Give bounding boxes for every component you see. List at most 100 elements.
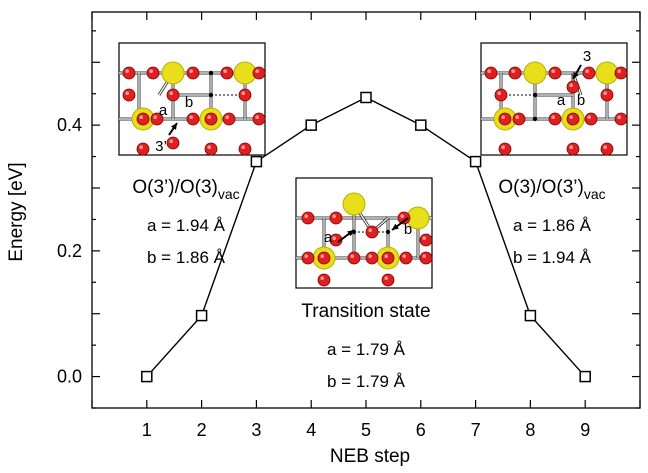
inset-label: 3	[583, 48, 591, 65]
vacancy-dot	[532, 92, 538, 98]
inset-label: 3’	[155, 138, 167, 155]
small-atom	[365, 251, 379, 265]
atom-shine	[569, 145, 573, 149]
small-atom	[238, 142, 252, 156]
inset-label: a	[159, 102, 168, 119]
data-point	[469, 155, 482, 168]
small-atom	[582, 66, 596, 80]
atom-shine	[169, 139, 173, 143]
small-atom	[494, 88, 508, 102]
atom-shine	[223, 69, 227, 73]
small-atom	[252, 112, 266, 126]
small-atom	[317, 251, 331, 265]
small-atom	[484, 66, 498, 80]
atom-shine	[304, 214, 308, 218]
x-tick-label: 8	[525, 420, 535, 440]
small-atom	[301, 211, 315, 225]
atom-shine	[153, 115, 157, 119]
small-atom	[584, 112, 598, 126]
small-atom	[136, 112, 150, 126]
atom-shine	[368, 228, 372, 232]
data-point	[195, 309, 208, 322]
state-name: Transition state	[301, 301, 430, 322]
small-atom	[204, 112, 218, 126]
state-name-main: O(3’)/O(3)	[132, 177, 218, 198]
data-point	[524, 309, 537, 322]
large-atom	[342, 192, 366, 216]
small-atom	[186, 66, 200, 80]
bond-length-b: b = 1.79 Å	[327, 372, 406, 391]
small-atom	[419, 251, 433, 265]
atom-shine	[515, 115, 519, 119]
inset-label: b	[577, 92, 585, 109]
atom-shine	[320, 276, 324, 280]
small-atom	[498, 142, 512, 156]
atom-shine	[511, 69, 515, 73]
atom-shine	[125, 69, 129, 73]
atom-shine	[207, 145, 211, 149]
x-tick-label: 3	[251, 420, 261, 440]
atom-shine	[189, 69, 193, 73]
atom-shine	[569, 83, 573, 87]
atom-shine	[207, 115, 211, 119]
atom-shine	[332, 236, 336, 240]
atom-shine	[241, 145, 245, 149]
x-tick-label: 2	[197, 420, 207, 440]
small-atom	[399, 251, 413, 265]
data-point	[579, 370, 591, 383]
small-atom	[166, 136, 180, 150]
small-atom	[614, 112, 628, 126]
small-atom	[419, 233, 433, 247]
data-point	[141, 370, 153, 383]
atom-shine	[422, 254, 426, 258]
arrow-head	[347, 230, 354, 237]
small-atom	[238, 88, 252, 102]
large-atom	[523, 61, 547, 85]
small-atom	[548, 112, 562, 126]
small-atom	[508, 66, 522, 80]
x-tick-label: 5	[361, 420, 371, 440]
atom-shine	[255, 115, 259, 119]
state-name-sub: vac	[584, 186, 606, 202]
small-atom	[204, 142, 218, 156]
x-tick-label: 6	[416, 420, 426, 440]
atom-shine	[255, 69, 259, 73]
atom-shine	[422, 236, 426, 240]
atom-shine	[384, 276, 388, 280]
small-atom	[381, 273, 395, 287]
state-name-sub: vac	[218, 186, 240, 202]
x-axis-label: NEB step	[330, 446, 410, 467]
vacancy-dot	[208, 92, 214, 98]
inset-label: a	[557, 92, 566, 109]
arrow-head	[392, 223, 399, 230]
atom-shine	[487, 69, 491, 73]
small-atom	[600, 88, 614, 102]
atom-shine	[320, 254, 324, 258]
atom-shine	[501, 115, 505, 119]
atom-shine	[332, 214, 336, 218]
atom-shine	[497, 91, 501, 95]
atom-shine	[585, 69, 589, 73]
inset-label: b	[404, 221, 412, 238]
vacancy-dot	[532, 116, 538, 122]
atom-shine	[551, 69, 555, 73]
atom-shine	[189, 115, 193, 119]
data-point	[305, 119, 317, 131]
inset-label: a	[324, 229, 333, 246]
atom-shine	[603, 145, 607, 149]
atom-shine	[368, 254, 372, 258]
small-atom	[122, 66, 136, 80]
y-tick-label: 0.0	[57, 367, 82, 387]
axes: 1 2 3 4 5 6 7 8 9 0.0 0.2 0.4	[57, 11, 641, 440]
atom-shine	[304, 254, 308, 258]
atom-shine	[551, 115, 555, 119]
state-label-final: O(3)/O(3’)vac a = 1.86 Å b = 1.94 Å	[498, 177, 605, 267]
data-point	[250, 155, 263, 168]
data-point	[415, 119, 427, 131]
small-atom	[365, 225, 379, 239]
small-atom	[122, 88, 136, 102]
small-atom	[220, 66, 234, 80]
x-tick-label: 7	[471, 420, 481, 440]
